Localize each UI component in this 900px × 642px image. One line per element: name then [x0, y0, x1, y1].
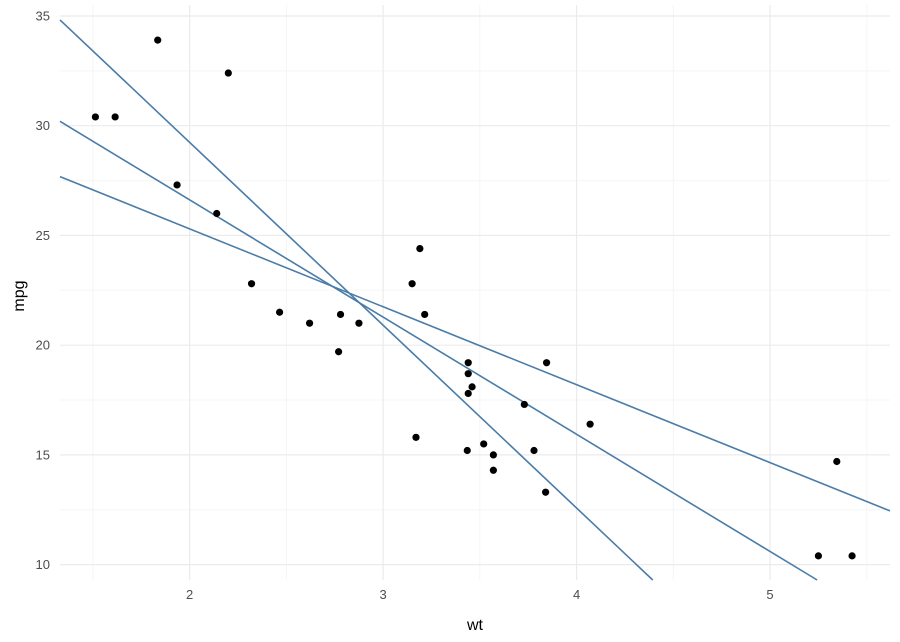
- data-point: [305, 319, 314, 327]
- data-point: [213, 209, 221, 218]
- data-point: [530, 446, 538, 455]
- fit-line-steep: [59, 19, 654, 581]
- data-point: [464, 359, 472, 367]
- data-point: [355, 319, 363, 327]
- y-tick-label: 10: [36, 557, 50, 572]
- data-point: [520, 400, 528, 409]
- data-point: [464, 370, 472, 378]
- data-point: [173, 181, 181, 189]
- data-point: [542, 488, 550, 496]
- grid-major: [60, 5, 890, 580]
- data-point: [464, 389, 472, 398]
- fit-line-shallow: [59, 175, 891, 512]
- data-point: [480, 440, 488, 448]
- x-axis-title: wt: [466, 617, 484, 634]
- data-point: [275, 308, 284, 316]
- y-axis-title: mpg: [11, 280, 28, 311]
- data-point: [468, 383, 476, 391]
- y-tick-label: 35: [36, 8, 50, 23]
- grid-minor: [60, 5, 890, 580]
- fit-line-middle: [59, 120, 818, 581]
- x-tick-label: 2: [186, 587, 193, 602]
- data-point: [421, 310, 429, 319]
- data-point: [489, 451, 497, 459]
- y-tick-label: 20: [36, 338, 50, 353]
- data-point: [833, 457, 841, 466]
- data-point: [412, 433, 420, 441]
- data-point: [111, 113, 119, 121]
- data-point: [335, 348, 343, 356]
- x-tick-label: 5: [766, 587, 773, 602]
- y-tick-labels: 10 15 20 25 30 35: [36, 8, 50, 572]
- data-points: [91, 36, 856, 560]
- data-point: [154, 36, 162, 44]
- x-tick-label: 4: [573, 587, 580, 602]
- y-tick-label: 25: [36, 228, 50, 243]
- data-point: [224, 69, 232, 77]
- data-point: [416, 245, 424, 253]
- y-tick-label: 15: [36, 447, 50, 462]
- data-point: [814, 552, 823, 560]
- data-point: [586, 420, 594, 428]
- data-point: [408, 280, 416, 288]
- x-tick-labels: 2 3 4 5: [186, 587, 774, 602]
- data-point: [848, 552, 856, 560]
- y-tick-label: 30: [36, 118, 50, 133]
- data-point: [336, 310, 345, 319]
- data-point: [247, 280, 256, 288]
- data-point: [463, 446, 471, 455]
- data-point: [489, 466, 497, 474]
- x-tick-label: 3: [379, 587, 386, 602]
- data-point: [542, 359, 551, 367]
- data-point: [91, 113, 100, 121]
- fit-lines: [59, 19, 891, 581]
